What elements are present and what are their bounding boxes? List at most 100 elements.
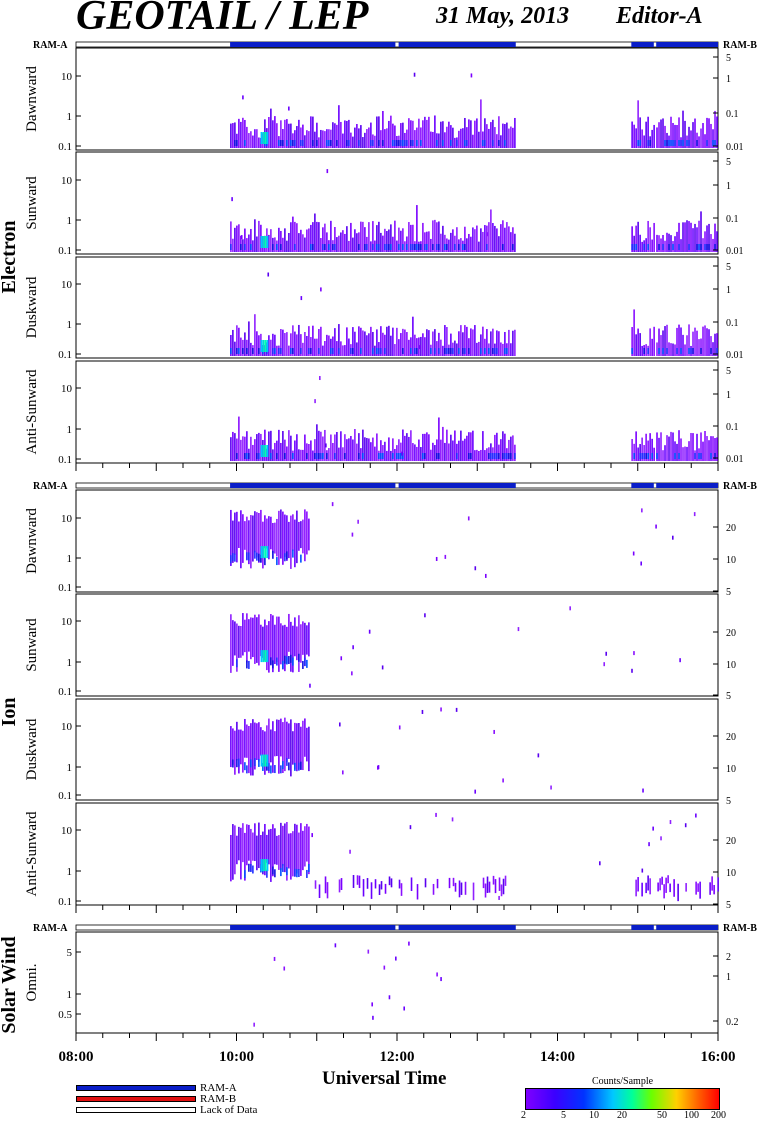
spectrogram-cell [262, 859, 265, 872]
spectrogram-cell [314, 131, 316, 148]
spectrogram-cell [434, 445, 436, 461]
spectrogram-cell [258, 722, 260, 762]
spectrogram-cell [664, 240, 666, 252]
status-bar-ram-a-segment [230, 42, 396, 47]
spectrogram-cell [408, 222, 410, 252]
spectrogram-cell [599, 861, 601, 866]
spectrogram-cell [635, 244, 637, 250]
spectrogram-cell [500, 342, 502, 356]
spectrogram-cell [512, 244, 514, 250]
spectrogram-cell [278, 719, 280, 774]
spectrogram-cell [672, 244, 674, 250]
spectrogram-cell [494, 453, 496, 459]
spectrogram-cell [468, 233, 470, 252]
spectrogram-cell [314, 213, 316, 252]
y-tick-label-right: 1 [726, 390, 731, 401]
spectrogram-cell [684, 446, 686, 461]
spectrogram-cell [440, 121, 442, 148]
spectrogram-cell [450, 232, 452, 252]
spectrogram-cell [376, 116, 378, 148]
spectrogram-cell [402, 244, 404, 250]
spectrogram-cell [246, 660, 248, 669]
spectrogram-cell [272, 333, 274, 356]
spectrogram-cell [316, 221, 318, 252]
spectrogram-cell [504, 140, 506, 146]
spectrogram-cell [244, 619, 246, 653]
spectrogram-cell [308, 726, 310, 772]
spectrogram-cell [396, 327, 398, 356]
spectrogram-cell [692, 433, 694, 461]
spectrogram-cell [668, 140, 670, 146]
spectrogram-cell [717, 877, 719, 892]
spectrogram-cell [430, 238, 432, 252]
spectrogram-cell [648, 842, 650, 847]
spectrogram-cell [376, 244, 378, 250]
colorbar-tick-label: 20 [617, 1110, 627, 1121]
spectrogram-cell [694, 453, 696, 459]
spectrogram-cell [300, 348, 302, 354]
spectrogram-cell [656, 342, 658, 356]
spectrogram-cell [702, 238, 704, 252]
spectrogram-cell [284, 333, 286, 356]
spectrogram-cell [400, 230, 402, 252]
spectrogram-cell [356, 123, 358, 148]
spectrogram-cell [400, 453, 402, 459]
spectrogram-cell [668, 244, 670, 250]
spectrogram-cell [270, 614, 272, 665]
spectrogram-cell [300, 127, 302, 148]
spectrogram-cell [328, 129, 330, 148]
y-tick-label-left: 10 [61, 71, 73, 83]
spectrogram-cell [674, 124, 676, 148]
y-tick-label-right: 5 [726, 262, 731, 273]
spectrogram-cell [403, 1006, 405, 1011]
spectrogram-cell [637, 447, 639, 461]
spectrogram-cell [274, 348, 276, 354]
spectrogram-cell [306, 335, 308, 356]
spectrogram-cell [472, 882, 475, 901]
spectrogram-cell [508, 128, 510, 148]
spectrogram-cell [659, 878, 661, 891]
spectrogram-cell [440, 977, 442, 982]
spectrogram-cell [282, 237, 284, 252]
spectrogram-cell [712, 238, 714, 252]
spectrogram-cell [264, 340, 267, 352]
spectrogram-cell [684, 120, 686, 148]
spectrogram-cell [262, 236, 265, 248]
spectrogram-cell [346, 120, 348, 148]
spectrogram-cell [270, 229, 272, 252]
spectrogram-cell [464, 881, 467, 895]
spectrogram-cell [482, 877, 485, 889]
colorbar-tick-label: 200 [711, 1110, 726, 1121]
spectrogram-cell [246, 348, 248, 354]
spectrogram-cell [685, 883, 687, 892]
spectrogram-cell [639, 333, 641, 356]
spectrogram-cell [358, 244, 360, 250]
status-bar-ram-a-segment [398, 925, 516, 930]
spectrogram-cell [694, 118, 696, 148]
spectrogram-cell [444, 554, 447, 559]
spectrogram-cell [430, 348, 432, 354]
spectrogram-cell [236, 453, 238, 459]
panel-frame [75, 593, 719, 697]
spectrogram-cell [452, 877, 455, 887]
spectrogram-cell [282, 329, 284, 356]
spectrogram-cell [294, 868, 296, 877]
y-tick-label-right: 0.1 [726, 109, 739, 120]
spectrogram-cell [302, 621, 304, 655]
spectrogram-cell [266, 340, 269, 352]
spectrogram-cell [264, 236, 267, 248]
spectrogram-cell [364, 132, 366, 148]
spectrogram-cell [286, 867, 288, 876]
panel-label: Anti-Sunward [24, 811, 40, 896]
spectrogram-cell [250, 131, 252, 148]
spectrogram-cell [230, 123, 232, 148]
spectrogram-cell [633, 443, 635, 461]
spectrogram-cell [422, 453, 424, 459]
spectrogram-cell [250, 863, 252, 872]
spectrogram-cell [332, 348, 334, 354]
spectrogram-cell [230, 437, 232, 461]
spectrogram-cell [236, 225, 238, 252]
legend-label-ram-b: RAM-B [200, 1092, 237, 1105]
spectrogram-cell [658, 328, 660, 356]
spectrogram-cell [676, 327, 678, 356]
